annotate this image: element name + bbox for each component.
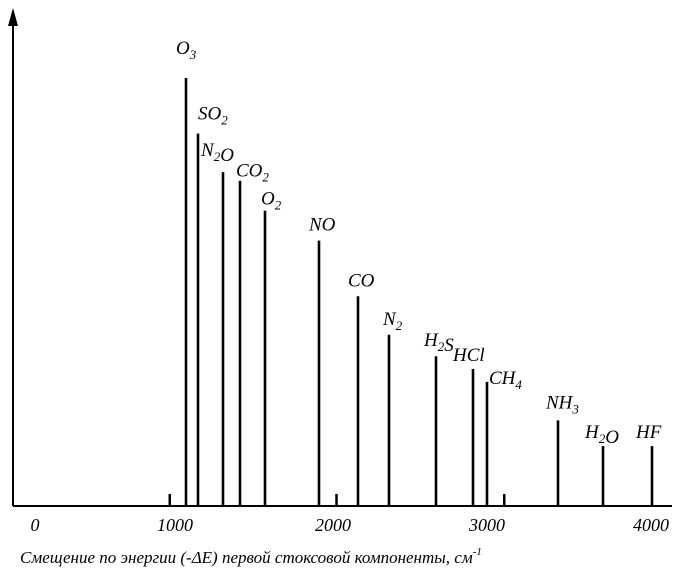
bar-label-co: CO2 [236,161,269,185]
bar-label-h2s: H2S [423,330,454,356]
x-tick-label: 0 [31,515,40,535]
bar-label-no: NO [308,215,336,236]
x-axis-label: Смещение по энергии (-ΔE) первой стоксов… [20,546,482,567]
axes [8,8,672,507]
bar-label-o: O2 [261,189,282,213]
x-tick-label: 4000 [633,515,669,535]
bar-label-nh: NH3 [545,392,579,416]
x-tick-label: 2000 [315,515,351,535]
y-axis-arrowhead [8,8,18,26]
x-axis-label-unit-superscript: -1 [473,546,482,558]
bars [184,78,654,506]
tick-labels: 0 1000 2000 3000 4000 [31,515,670,535]
x-axis-label-text: Смещение по энергии (-ΔE) первой стоксов… [20,548,473,567]
bar-label-o: O3 [176,38,197,62]
bar-label-hcl: HCl [452,345,485,366]
bar-label-h2o: H2O [584,422,619,448]
x-tick-label: 1000 [157,515,193,535]
bar-label-ch: CH4 [489,368,522,392]
bar-label-so: SO2 [198,104,228,128]
bar-label-hf: HF [635,422,662,443]
bar-label-n2o: N2O [200,140,234,166]
bar-label-co: CO [348,270,375,291]
x-tick-label: 3000 [468,515,505,535]
bar-label-n: N2 [382,309,403,333]
